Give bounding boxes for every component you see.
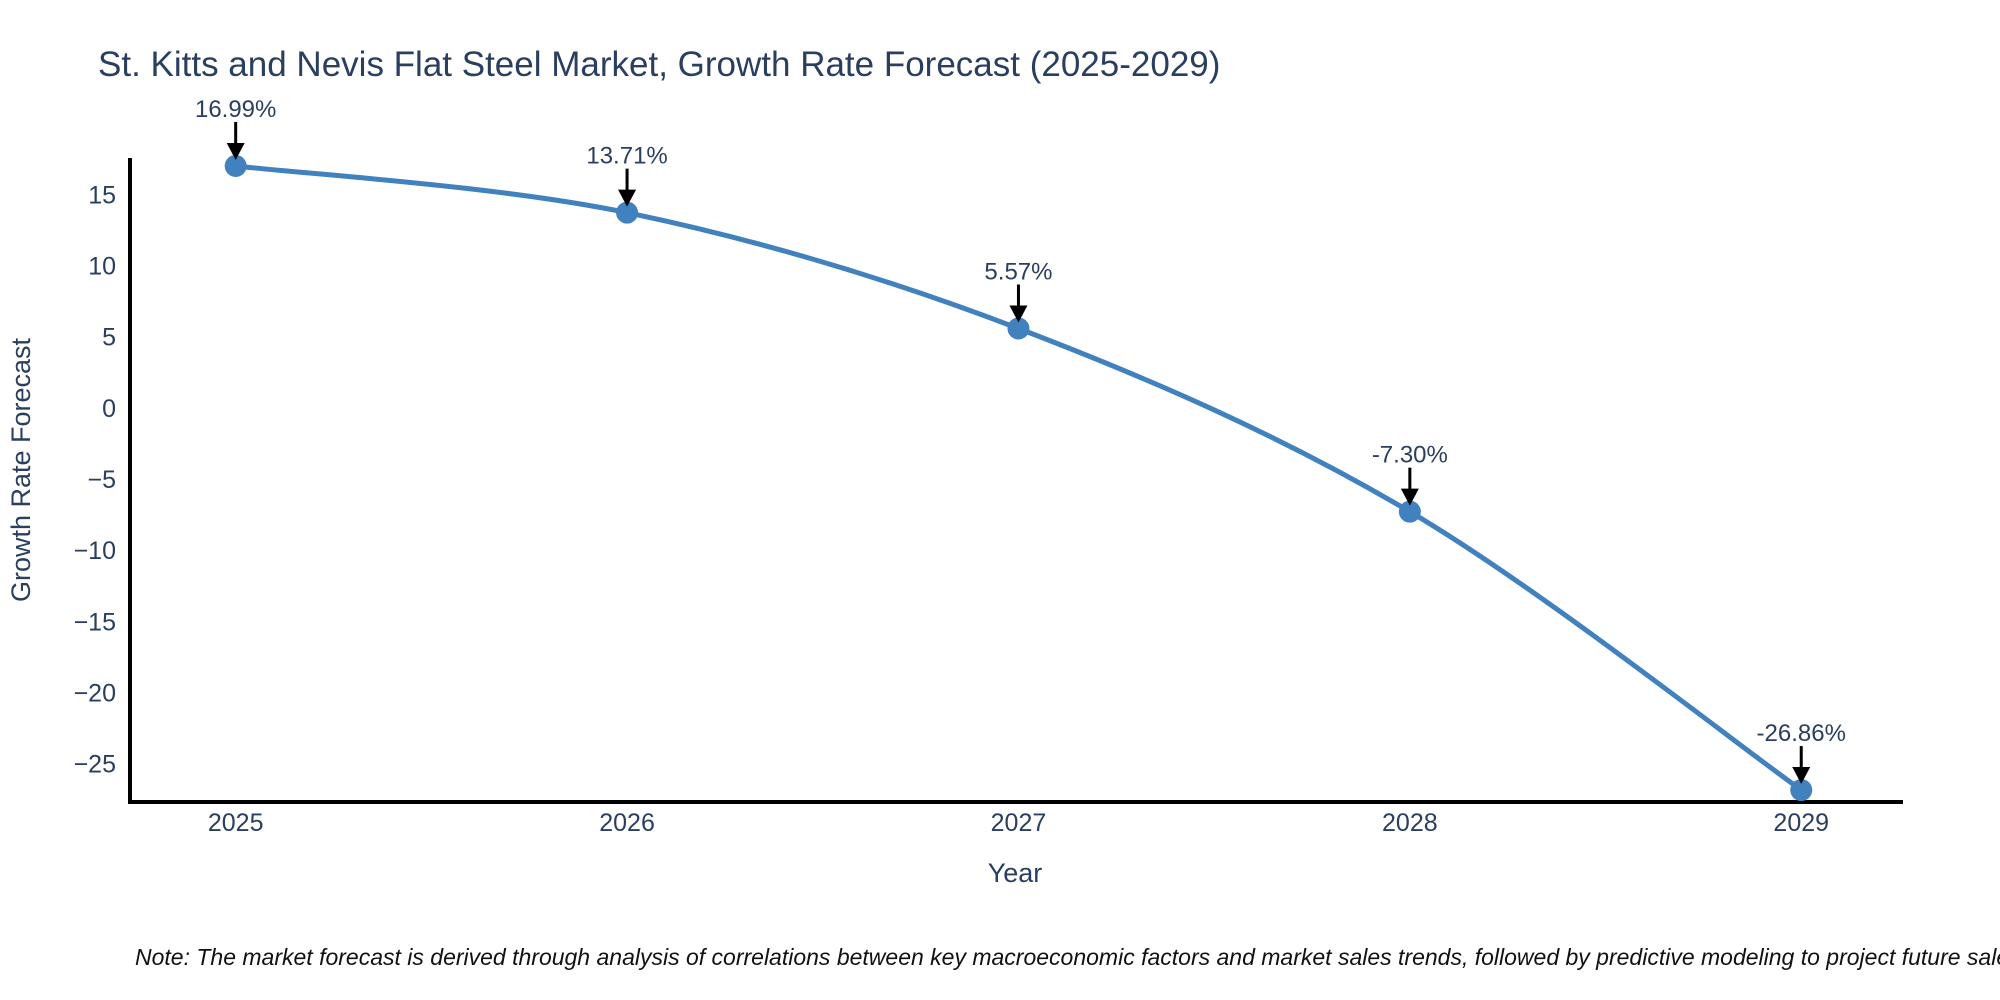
x-tick-label: 2026 (599, 809, 655, 837)
annotation-arrowhead (1400, 488, 1419, 506)
data-point-marker[interactable] (1007, 317, 1030, 340)
annotation-arrowhead (1792, 767, 1811, 785)
x-tick-label: 2029 (1773, 809, 1829, 837)
y-tick-label: −5 (87, 466, 116, 494)
x-tick-label: 2027 (991, 809, 1047, 837)
point-annotation-label: -26.86% (1757, 720, 1846, 747)
point-annotation-label: 16.99% (195, 96, 276, 123)
point-annotation-label: 13.71% (586, 143, 667, 170)
chart-title: St. Kitts and Nevis Flat Steel Market, G… (98, 45, 1220, 84)
y-tick-label: −10 (74, 537, 116, 565)
point-annotation-label: 5.57% (984, 258, 1052, 285)
x-tick-label: 2025 (208, 809, 264, 837)
point-annotation-label: -7.30% (1372, 442, 1448, 469)
data-point-marker[interactable] (1790, 779, 1813, 802)
y-tick-label: 0 (102, 395, 116, 423)
footnote: Note: The market forecast is derived thr… (135, 944, 2000, 970)
y-tick-label: −15 (74, 608, 116, 636)
y-tick-label: 5 (102, 324, 116, 352)
y-tick-label: 10 (88, 252, 116, 280)
y-tick-label: 15 (88, 181, 116, 209)
annotation-arrowhead (618, 189, 637, 207)
data-point-marker[interactable] (616, 201, 639, 224)
annotation-arrowhead (226, 142, 245, 160)
data-point-marker[interactable] (1398, 500, 1421, 523)
data-point-marker[interactable] (224, 154, 247, 177)
x-axis-title: Year (988, 858, 1043, 888)
plot-area: 15 10 5 0 −5 −10 −15 −20 −25 2025 2026 2027 2028 2029… (74, 96, 1903, 837)
y-axis-title: Growth Rate Forecast (6, 337, 36, 602)
y-tick-label: −20 (74, 679, 116, 707)
y-tick-label: −25 (74, 751, 116, 779)
x-tick-label: 2028 (1382, 809, 1438, 837)
annotation-arrowhead (1009, 305, 1028, 323)
